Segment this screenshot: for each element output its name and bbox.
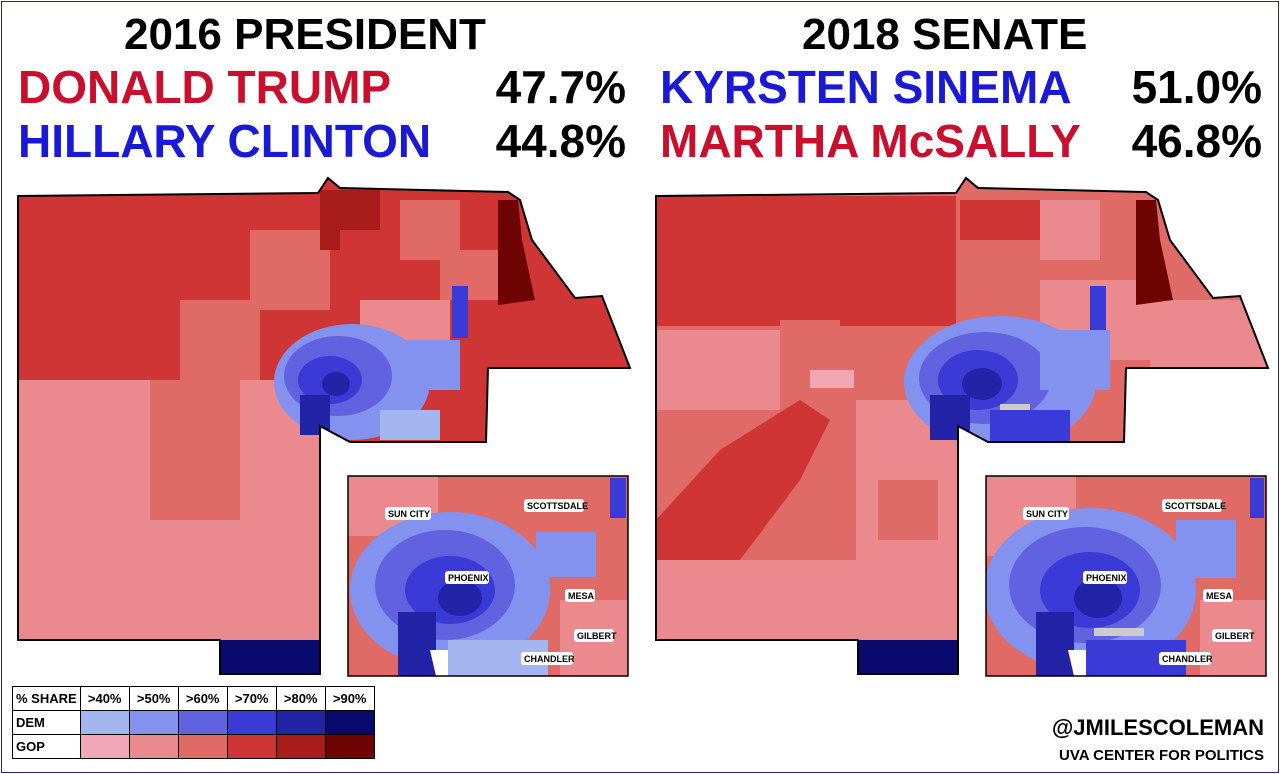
right-candidate-2-name: MARTHA McSALLY	[660, 115, 1081, 167]
left-panel-title: 2016 PRESIDENT	[124, 10, 486, 59]
legend: % SHARE >40% >50% >60% >70% >80% >90% DE…	[12, 686, 375, 759]
label-sun-city: SUN CITY	[388, 509, 430, 519]
left-candidate-2-pct: 44.8%	[495, 115, 626, 167]
inset-2016-labels: SUN CITY SCOTTSDALE PHOENIX MESA GILBERT…	[385, 499, 617, 665]
legend-swatch	[275, 734, 326, 759]
right-candidate-2-pct: 46.8%	[1131, 115, 1262, 167]
label-chandler: CHANDLER	[1162, 654, 1213, 664]
left-candidate-1-pct: 47.7%	[495, 61, 626, 113]
legend-swatch	[226, 734, 277, 759]
label-scottsdale: SCOTTSDALE	[1165, 501, 1226, 511]
legend-swatch	[226, 710, 277, 735]
label-gilbert: GILBERT	[1215, 631, 1255, 641]
legend-swatch	[324, 710, 375, 735]
legend-bin: >40%	[79, 686, 130, 711]
right-candidate-1-pct: 51.0%	[1131, 61, 1262, 113]
legend-bin: >50%	[128, 686, 179, 711]
legend-row-gop: GOP	[12, 734, 375, 759]
label-sun-city: SUN CITY	[1026, 509, 1068, 519]
left-candidate-1-name: DONALD TRUMP	[18, 61, 392, 113]
inset-2018-labels: SUN CITY SCOTTSDALE PHOENIX MESA GILBERT…	[1023, 499, 1255, 665]
legend-swatch	[128, 710, 179, 735]
right-candidate-1-name: KYRSTEN SINEMA	[660, 61, 1072, 113]
label-phoenix: PHOENIX	[1086, 573, 1127, 583]
legend-row-label: GOP	[12, 734, 81, 759]
legend-bin: >60%	[177, 686, 228, 711]
label-scottsdale: SCOTTSDALE	[527, 501, 588, 511]
label-mesa: MESA	[568, 591, 595, 601]
right-panel-title: 2018 SENATE	[802, 10, 1088, 59]
legend-bin: >70%	[226, 686, 277, 711]
label-gilbert: GILBERT	[577, 631, 617, 641]
legend-swatch	[177, 734, 228, 759]
label-chandler: CHANDLER	[524, 654, 575, 664]
credit-org: UVA CENTER FOR POLITICS	[1058, 747, 1264, 764]
label-phoenix: PHOENIX	[448, 573, 489, 583]
legend-swatch	[79, 710, 130, 735]
legend-swatch	[275, 710, 326, 735]
legend-swatch	[177, 710, 228, 735]
legend-row-dem: DEM	[12, 710, 375, 735]
legend-bin: >90%	[324, 686, 375, 711]
legend-swatch	[128, 734, 179, 759]
legend-swatch	[79, 734, 130, 759]
legend-header: % SHARE	[12, 686, 81, 711]
label-mesa: MESA	[1206, 591, 1233, 601]
legend-swatch	[324, 734, 375, 759]
legend-row-label: DEM	[12, 710, 81, 735]
legend-bin: >80%	[275, 686, 326, 711]
credit-handle: @JMILESCOLEMAN	[1051, 715, 1264, 740]
left-candidate-2-name: HILLARY CLINTON	[18, 115, 432, 167]
